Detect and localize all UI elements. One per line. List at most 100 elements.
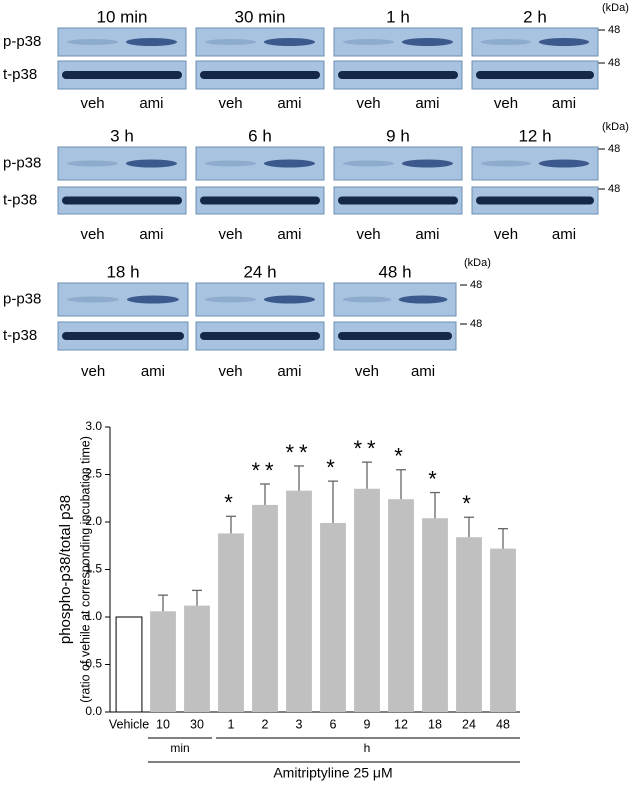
band-label: p-p38 bbox=[3, 154, 41, 171]
lane-label: ami bbox=[552, 226, 576, 243]
kda-marker: 48 bbox=[608, 183, 620, 195]
lane-label: ami bbox=[139, 226, 163, 243]
panel-title: 18 h bbox=[106, 262, 139, 281]
significance: * bbox=[394, 444, 408, 469]
lane-label: ami bbox=[411, 363, 435, 380]
band-weak bbox=[204, 160, 257, 167]
kda-marker: 48 bbox=[608, 57, 620, 69]
x-tick-label: 2 bbox=[262, 717, 269, 731]
lane-label: veh bbox=[355, 363, 379, 380]
band-label: t-p38 bbox=[3, 327, 37, 344]
x-tick-label: 10 bbox=[156, 717, 170, 731]
x-tick-label: 30 bbox=[190, 717, 204, 731]
band-strong bbox=[263, 295, 316, 304]
band-strong bbox=[538, 38, 590, 46]
x-tick-label: 1 bbox=[228, 717, 235, 731]
significance: * bbox=[428, 466, 442, 491]
band-total bbox=[476, 196, 594, 205]
bar bbox=[286, 490, 312, 712]
band-total bbox=[62, 196, 182, 205]
kda-marker: 48 bbox=[608, 24, 620, 36]
significance: * bbox=[224, 490, 238, 515]
band-weak bbox=[67, 296, 120, 303]
band-total bbox=[476, 71, 594, 79]
kda-marker: 48 bbox=[470, 318, 482, 330]
lane-label: ami bbox=[139, 95, 163, 112]
x-tick-label: 3 bbox=[296, 717, 303, 731]
band-weak bbox=[342, 296, 392, 303]
group-label: h bbox=[364, 741, 371, 755]
x-tick-label: 48 bbox=[496, 717, 510, 731]
significance: ** bbox=[353, 436, 380, 461]
lane-label: veh bbox=[494, 226, 518, 243]
x-tick-label: Vehicle bbox=[109, 717, 149, 731]
kda-marker: 48 bbox=[470, 279, 482, 291]
panel-title: 48 h bbox=[378, 262, 411, 281]
lane-label: ami bbox=[552, 95, 576, 112]
bar bbox=[320, 522, 346, 712]
significance: * bbox=[462, 491, 476, 516]
panel-title: 10 min bbox=[96, 7, 147, 26]
band-weak bbox=[66, 160, 119, 167]
lane-label: ami bbox=[277, 226, 301, 243]
kda-unit: (kDa) bbox=[464, 257, 491, 269]
bar bbox=[422, 518, 448, 712]
lane-label: ami bbox=[415, 95, 439, 112]
band-strong bbox=[263, 159, 316, 168]
bar bbox=[388, 499, 414, 712]
y-tick-label: 1.0 bbox=[85, 609, 102, 623]
panel-title: 2 h bbox=[523, 7, 547, 26]
panel-title: 1 h bbox=[386, 7, 410, 26]
band-weak bbox=[204, 296, 257, 303]
band-weak bbox=[204, 39, 257, 45]
significance: ** bbox=[251, 458, 278, 483]
lane-label: veh bbox=[218, 95, 242, 112]
bar bbox=[252, 504, 278, 712]
lane-label: ami bbox=[141, 363, 165, 380]
panel-title: 3 h bbox=[110, 126, 134, 145]
lane-label: veh bbox=[218, 363, 242, 380]
x-tick-label: 18 bbox=[428, 717, 442, 731]
lane-label: ami bbox=[277, 363, 301, 380]
band-strong bbox=[398, 295, 448, 304]
panel-title: 24 h bbox=[243, 262, 276, 281]
lane-label: veh bbox=[81, 363, 105, 380]
group-label: min bbox=[170, 741, 189, 755]
band-strong bbox=[126, 295, 179, 304]
band-total bbox=[62, 71, 182, 79]
band-total bbox=[200, 332, 320, 340]
lane-label: veh bbox=[80, 226, 104, 243]
band-total bbox=[338, 71, 458, 79]
band-weak bbox=[480, 160, 532, 167]
bar bbox=[490, 548, 516, 712]
band-label: p-p38 bbox=[3, 290, 41, 307]
y-tick-label: 0.5 bbox=[85, 657, 102, 671]
band-weak bbox=[342, 39, 395, 45]
x-tick-label: 12 bbox=[394, 717, 408, 731]
lane-label: ami bbox=[277, 95, 301, 112]
y-axis-title: phospho-p38/total p38 bbox=[57, 495, 74, 644]
y-tick-label: 2.0 bbox=[85, 514, 102, 528]
significance: * bbox=[326, 455, 340, 480]
panel-title: 30 min bbox=[234, 7, 285, 26]
band-strong bbox=[125, 159, 178, 168]
bar bbox=[218, 533, 244, 712]
lane-label: veh bbox=[218, 226, 242, 243]
lane-label: ami bbox=[415, 226, 439, 243]
band-strong bbox=[263, 38, 316, 46]
band-total bbox=[62, 332, 184, 340]
panel-title: 12 h bbox=[518, 126, 551, 145]
band-strong bbox=[401, 38, 454, 46]
band-strong bbox=[401, 159, 454, 168]
kda-unit: (kDa) bbox=[602, 121, 629, 133]
band-strong bbox=[125, 38, 178, 46]
x-tick-label: 9 bbox=[364, 717, 371, 731]
bar bbox=[354, 488, 380, 712]
bar bbox=[456, 537, 482, 712]
band-weak bbox=[342, 160, 395, 167]
x-tick-label: 6 bbox=[330, 717, 337, 731]
band-label: t-p38 bbox=[3, 191, 37, 208]
bar bbox=[115, 616, 143, 713]
panel-title: 9 h bbox=[386, 126, 410, 145]
